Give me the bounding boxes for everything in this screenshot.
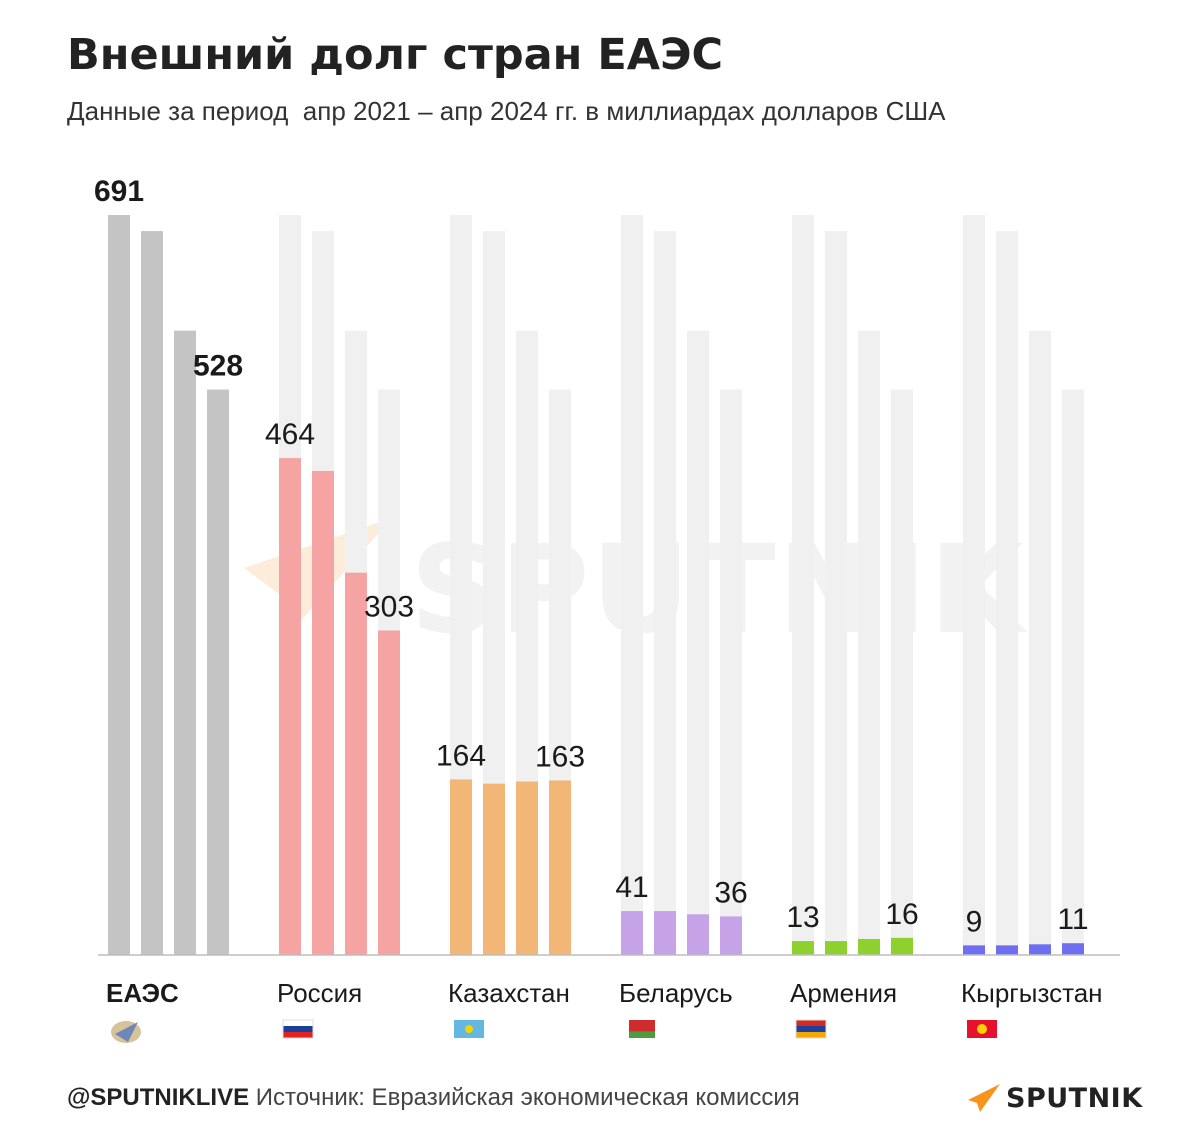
- group-1-bar-2: [345, 572, 367, 955]
- flag-sun: [977, 1024, 987, 1034]
- group-5-bar-2: [1029, 944, 1051, 955]
- sputnik-watermark: SPUTNIK: [410, 519, 1028, 661]
- group-5-bar-3: [1062, 943, 1084, 955]
- group-3-reference-bar-2: [687, 330, 709, 956]
- group-3-bar-0: [621, 911, 643, 955]
- group-2-bar-3: [549, 780, 571, 955]
- group-4-value-label-3: 16: [885, 898, 918, 931]
- flag-border: [282, 1019, 314, 1039]
- group-5-reference-bar-2: [1029, 330, 1051, 956]
- group-2-reference-bar-1: [483, 231, 505, 956]
- group-5-bar-0: [963, 945, 985, 955]
- group-0-value-label-0: 691: [94, 175, 144, 208]
- group-0-bar-0: [108, 215, 130, 955]
- group-5-reference-bar-0: [963, 215, 985, 955]
- group-3-bar-2: [687, 914, 709, 955]
- flag-armenia-icon: [795, 1019, 827, 1039]
- sputnik-handle: @SPUTNIKLIVE: [67, 1084, 250, 1111]
- flag-stripe-1: [283, 1026, 313, 1033]
- group-1-bar-1: [312, 470, 334, 955]
- group-3-bar-3: [720, 916, 742, 955]
- group-2-value-label-0: 164: [436, 739, 486, 772]
- flag-stripe-top: [625, 1020, 655, 1032]
- group-0-category-label: ЕАЭС: [106, 978, 179, 1008]
- group-3-reference-bar-3: [720, 389, 742, 956]
- flag-kyrgyzstan-icon: [967, 1020, 997, 1038]
- group-2-value-label-3: 163: [535, 740, 585, 773]
- group-5-reference-bar-1: [996, 231, 1018, 956]
- group-5-value-label-3: 11: [1057, 903, 1088, 936]
- flag-stripe-1: [796, 1026, 826, 1033]
- group-3-reference-bar-0: [621, 215, 643, 955]
- group-2-reference-bar-0: [450, 215, 472, 955]
- group-4-bar-1: [825, 941, 847, 955]
- group-4-bar-2: [858, 938, 880, 955]
- group-1-value-label-3: 303: [364, 591, 414, 624]
- group-1-bar-3: [378, 630, 400, 955]
- group-0-bar-1: [141, 231, 163, 956]
- source-text: Источник: Евразийская экономическая коми…: [255, 1084, 800, 1111]
- chart-title: Внешний долг стран ЕАЭС: [67, 30, 724, 80]
- flag-russia-icon: [282, 1019, 314, 1039]
- flag-stripe-0: [796, 1020, 826, 1027]
- group-5-value-label-0: 9: [966, 905, 983, 938]
- group-1-bar-0: [279, 458, 301, 955]
- flag-kazakhstan-icon: [454, 1020, 484, 1038]
- flag-stripe-2: [796, 1032, 826, 1039]
- flag-stripe-bottom: [625, 1031, 655, 1038]
- group-0-value-label-3: 528: [193, 350, 243, 383]
- group-4-value-label-0: 13: [786, 901, 819, 934]
- group-0-bar-2: [174, 330, 196, 956]
- group-4-bar-3: [891, 937, 913, 955]
- group-2-bar-2: [516, 781, 538, 955]
- group-4-reference-bar-0: [792, 215, 814, 955]
- group-5-bar-1: [996, 945, 1018, 955]
- group-4-category-label: Армения: [790, 978, 897, 1008]
- sputnik-logo-text: SPUTNIK: [1006, 1082, 1143, 1114]
- group-3-value-label-0: 41: [615, 871, 648, 904]
- group-0-bar-3: [207, 389, 229, 956]
- flag-stripe-0: [283, 1020, 313, 1027]
- flag-border: [795, 1019, 827, 1039]
- eaeu-emblem-icon: [111, 1021, 141, 1043]
- group-1-category-label: Россия: [277, 978, 362, 1008]
- sputnik-arrow-icon: [968, 1084, 1000, 1112]
- group-3-bar-1: [654, 911, 676, 955]
- flag-ornament: [625, 1020, 629, 1038]
- group-3-category-label: Беларусь: [619, 978, 733, 1008]
- group-3-value-label-3: 36: [714, 876, 747, 909]
- group-2-category-label: Казахстан: [448, 978, 570, 1008]
- group-3-reference-bar-1: [654, 231, 676, 956]
- flag-belarus-icon: [625, 1020, 655, 1038]
- group-5-reference-bar-3: [1062, 389, 1084, 956]
- group-4-reference-bar-2: [858, 330, 880, 956]
- group-2-bar-0: [450, 779, 472, 955]
- group-5-category-label: Кыргызстан: [961, 978, 1103, 1008]
- group-4-bar-0: [792, 941, 814, 955]
- group-4-reference-bar-1: [825, 231, 847, 956]
- source-footer: @SPUTNIKLIVE Источник: Евразийская эконо…: [67, 1084, 800, 1112]
- sputnik-logo: SPUTNIK: [966, 1082, 1143, 1114]
- group-2-bar-1: [483, 783, 505, 955]
- flag-stripe-2: [283, 1032, 313, 1039]
- group-1-value-label-0: 464: [265, 418, 315, 451]
- chart-subtitle: Данные за период апр 2021 – апр 2024 гг.…: [67, 96, 946, 126]
- eaeu-emblem-wing: [115, 1022, 138, 1042]
- group-4-reference-bar-3: [891, 389, 913, 956]
- flag-sun: [465, 1025, 473, 1033]
